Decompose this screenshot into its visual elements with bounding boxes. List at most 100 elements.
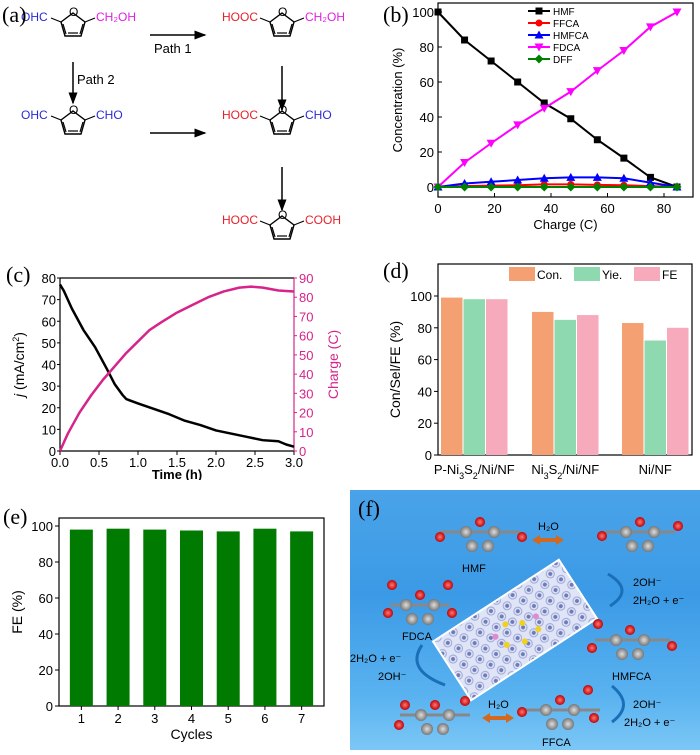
- x-category-label: Ni/NF: [639, 462, 672, 477]
- series-line-right: [58, 285, 295, 452]
- label-h2o-bottom: H₂O: [488, 699, 509, 711]
- y-tick-label: 60: [418, 353, 432, 368]
- y-left-title-sup: 2: [11, 337, 21, 342]
- y-tick-label: 40: [418, 384, 432, 399]
- molecule-dhmf-3d: [394, 696, 470, 735]
- x-axis-title: Time (h): [152, 467, 202, 480]
- data-point: [513, 121, 523, 130]
- y-left-tick-label: 0: [49, 444, 56, 459]
- panel-d-label: (d): [383, 258, 409, 283]
- y-right-tick-label: 0: [299, 444, 306, 459]
- fdca-right-group: COOH: [305, 213, 341, 227]
- dff-left-group: OHC: [21, 108, 48, 122]
- molecule-fdca: O HOOC COOH: [222, 208, 341, 240]
- data-point: [645, 23, 655, 32]
- reaction-scheme: O OHC CH₂OH O HOOC CH₂OH O OHC CHO O: [21, 5, 345, 240]
- legend-label: HMF: [553, 7, 575, 18]
- bar-cycle: [106, 528, 130, 706]
- y-tick-label: 0: [46, 699, 53, 714]
- x-tick-label: 2: [114, 711, 121, 726]
- label-ffca: FFCA: [542, 737, 571, 749]
- double-arrow-bottom: [482, 713, 514, 723]
- data-point: [672, 182, 682, 192]
- x-category-label: P-Ni3S2/Ni/NF: [434, 462, 515, 481]
- cat-sub: 2: [557, 471, 562, 481]
- y-tick-label: 40: [420, 110, 434, 125]
- y-right-tick-label: 20: [299, 406, 313, 421]
- chart-e: 0 20 40 60 80 100 FE (%) 1 2 3 4 5 6 7 Cycles: [9, 517, 325, 742]
- bar-fe: [577, 315, 599, 455]
- data-point: [619, 182, 629, 192]
- series-hmf: [434, 8, 681, 191]
- cat-mid: S: [549, 462, 558, 477]
- y-tick-label: 100: [31, 519, 53, 534]
- cat-base: Ni/NF: [639, 462, 672, 477]
- molecule-dff: O OHC CHO: [21, 103, 123, 135]
- data-point: [433, 182, 443, 192]
- y-tick-label: 100: [410, 289, 432, 304]
- cat-sub: 2: [473, 471, 478, 481]
- molecule-fdca-3d: [383, 580, 457, 625]
- molecule-hmfca-3d: [587, 619, 677, 660]
- y-left-tick-label: 80: [42, 271, 56, 286]
- x-tick-label: 3.0: [285, 455, 303, 470]
- chart-b: 0 20 40 60 80 0 20 40 60 80 100 Charge (C) Concentra…: [390, 2, 694, 232]
- chart-c: 0.0 0.5 1.0 1.5 2.0 2.5 3.00102030405060708001…: [11, 271, 341, 482]
- hmfca-left-group: HOOC: [222, 10, 258, 24]
- data-point: [619, 173, 629, 182]
- x-tick-label: 1: [78, 711, 85, 726]
- y-left-title-italic: j: [11, 393, 27, 399]
- series-line: [437, 183, 678, 188]
- label-2oh-right-bottom: 2OH⁻: [633, 699, 662, 711]
- y-left-tick-label: 40: [42, 358, 56, 373]
- label-h2o-top: H₂O: [538, 521, 559, 533]
- x-tick-label: 60: [600, 201, 614, 216]
- data-point: [486, 177, 496, 186]
- y-tick-label: 0: [427, 180, 434, 195]
- molecule-hmfca: O HOOC CH₂OH: [222, 5, 345, 37]
- curved-arrow-right-top: [607, 572, 624, 608]
- label-2oh-left: 2OH⁻: [378, 671, 407, 683]
- y-tick-label: 20: [39, 663, 53, 678]
- y-right-tick-label: 50: [299, 348, 313, 363]
- ring-oxygen: O: [278, 208, 287, 222]
- data-point: [539, 104, 549, 113]
- x-tick-label: 80: [657, 201, 671, 216]
- legend-label: Con.: [537, 268, 562, 282]
- y-right-tick-label: 70: [299, 309, 313, 324]
- x-tick-label: 2.5: [246, 455, 264, 470]
- hmf-left-group: OHC: [21, 10, 48, 24]
- panel-c-label: (c): [6, 262, 31, 287]
- bar-con: [532, 311, 554, 455]
- legend-swatch: [574, 267, 600, 281]
- y-right-tick-label: 40: [299, 367, 313, 382]
- data-point: [513, 182, 523, 192]
- molecule-hmf: O OHC CH₂OH: [21, 5, 136, 37]
- x-axis-title: Cycles: [170, 726, 212, 742]
- y-axis-title: FE (%): [9, 590, 25, 634]
- y-right-tick-label: 80: [299, 290, 313, 305]
- legend: Con. Yie. FE: [509, 267, 677, 282]
- y-tick-label: 80: [39, 555, 53, 570]
- cat-sub: 3: [544, 471, 549, 481]
- bar-yie: [554, 319, 576, 455]
- double-arrow-top: [532, 535, 564, 545]
- y-axis-title: Con/Sel/FE (%): [387, 321, 403, 418]
- legend-label: FE: [662, 268, 677, 282]
- y-right-axis-title: Charge (C): [325, 330, 341, 399]
- y-right-tick-label: 10: [299, 425, 313, 440]
- x-tick-label: 1.0: [129, 455, 147, 470]
- data-point: [592, 67, 602, 76]
- data-point: [646, 173, 654, 181]
- catalyst-surface: [431, 558, 599, 702]
- x-category-label: Ni3S2/Ni/NF: [531, 462, 599, 481]
- y-axis-title: Concentration (%): [390, 48, 405, 153]
- legend-swatch: [634, 267, 660, 281]
- panel-f-label: (f): [358, 496, 380, 521]
- path2-label: Path 2: [77, 72, 115, 87]
- molecule-dff-3d: [597, 517, 683, 552]
- legend-marker: [534, 43, 544, 52]
- panel-e: (e) 0 20 40 60 80 100 FE (%) 1 2 3 4 5 6 7 Cycles: [0, 490, 350, 750]
- panel-e-label: (e): [3, 504, 28, 529]
- bar-fe: [667, 327, 689, 455]
